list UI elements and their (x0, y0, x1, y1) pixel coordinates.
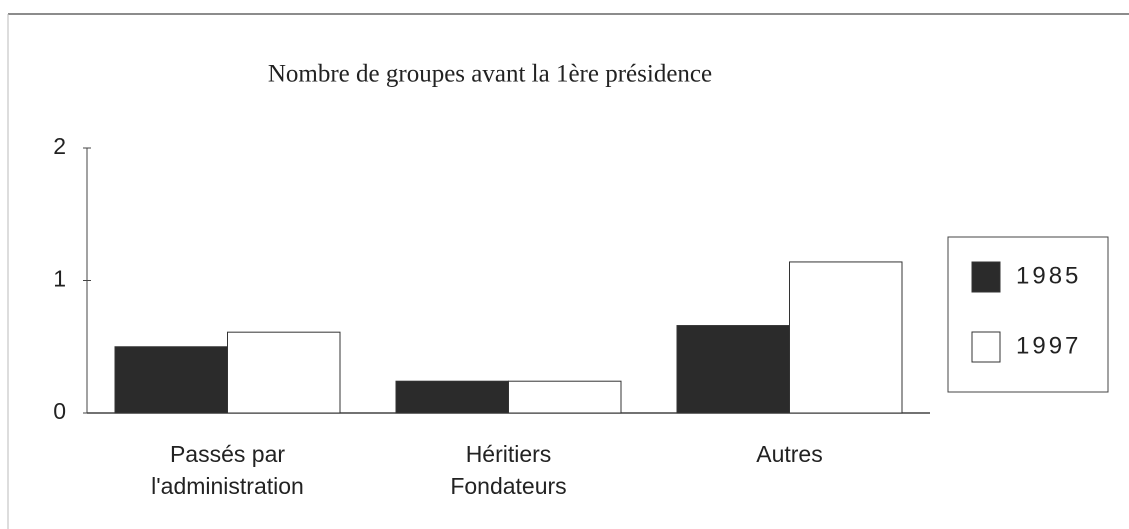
x-tick-label: Héritiers Fondateurs (450, 441, 567, 499)
legend-swatch (971, 261, 1001, 293)
x-tick-label: Autres (756, 441, 823, 467)
bar (508, 380, 622, 414)
bar (114, 346, 228, 414)
legend-swatch (971, 331, 1001, 363)
x-tick-label: Passés par l'administration (151, 441, 304, 499)
bar (676, 325, 790, 414)
bar (789, 261, 903, 414)
bar (395, 380, 509, 414)
legend-label: 1985 (1016, 262, 1081, 289)
bar (227, 331, 341, 414)
legend-box (947, 236, 1109, 393)
legend-label: 1997 (1016, 332, 1081, 359)
y-tick-label: 0 (53, 398, 66, 424)
y-tick-label: 1 (53, 266, 66, 292)
y-tick-label: 2 (53, 133, 66, 159)
chart-title: Nombre de groupes avant la 1ère présiden… (268, 61, 712, 88)
